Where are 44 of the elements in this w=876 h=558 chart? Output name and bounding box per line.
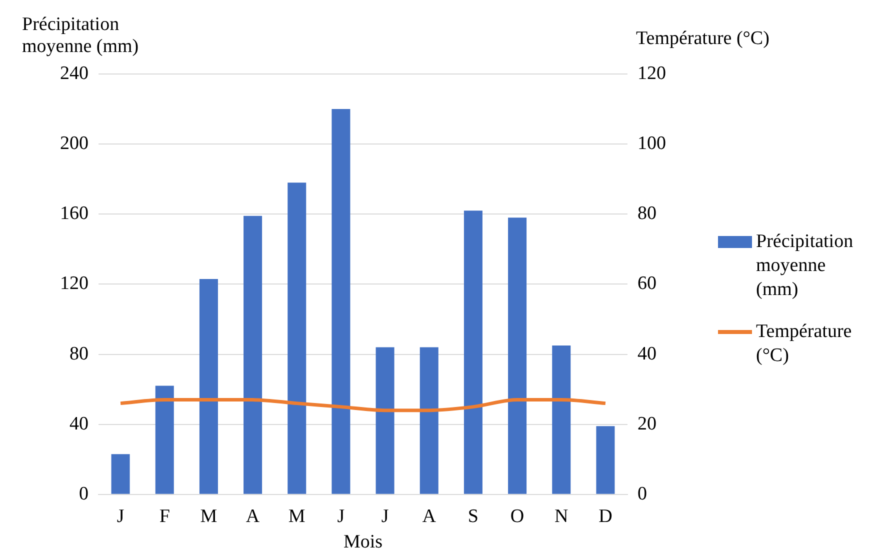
bar	[508, 218, 527, 494]
bar	[288, 182, 306, 494]
x-tick-label: J	[116, 506, 124, 527]
x-axis-title: Mois	[343, 532, 383, 553]
y2-tick-label: 20	[638, 413, 656, 434]
y-tick-label: 200	[60, 133, 88, 154]
y-tick-label: 160	[60, 203, 88, 224]
bar	[376, 347, 394, 494]
y-tick-label: 80	[70, 343, 88, 364]
x-tick-label: O	[510, 506, 524, 527]
bar	[199, 278, 218, 494]
y-tick-label: 120	[60, 273, 88, 294]
bar	[155, 386, 174, 494]
x-tick-label: D	[598, 506, 612, 527]
legend-label: Température (°C)	[756, 320, 853, 368]
legend-label: Précipitation moyenne (mm)	[756, 230, 854, 302]
x-tick-label: J	[381, 506, 389, 527]
y-tick-label: 240	[60, 62, 88, 84]
x-tick-label: M	[200, 506, 218, 527]
bar	[596, 426, 615, 494]
bar	[420, 347, 438, 494]
x-tick-label: S	[468, 506, 478, 527]
x-tick-label: A	[246, 506, 260, 527]
x-tick-label: M	[288, 506, 306, 527]
bar	[111, 454, 130, 494]
y2-tick-label: 40	[638, 343, 656, 364]
bar	[464, 210, 482, 494]
line-series	[118, 398, 608, 412]
y2-axis-title: Température (°C)	[636, 28, 770, 50]
x-tick-label: N	[554, 506, 569, 527]
bar	[332, 109, 350, 494]
x-tick-label: A	[422, 506, 436, 527]
y-tick-label: 0	[79, 483, 88, 504]
y-tick-label: 40	[70, 413, 88, 434]
x-tick-label: J	[337, 506, 345, 527]
y2-tick-label: 120	[638, 62, 666, 84]
bar	[244, 216, 262, 494]
y2-tick-label: 80	[638, 203, 656, 224]
x-tick-label: F	[159, 506, 170, 527]
y2-tick-label: 60	[638, 273, 656, 294]
y-axis-title: Précipitation moyenne (mm)	[22, 14, 140, 58]
y2-tick-label: 0	[638, 483, 647, 504]
bar	[552, 346, 571, 494]
y2-tick-label: 100	[638, 133, 666, 154]
